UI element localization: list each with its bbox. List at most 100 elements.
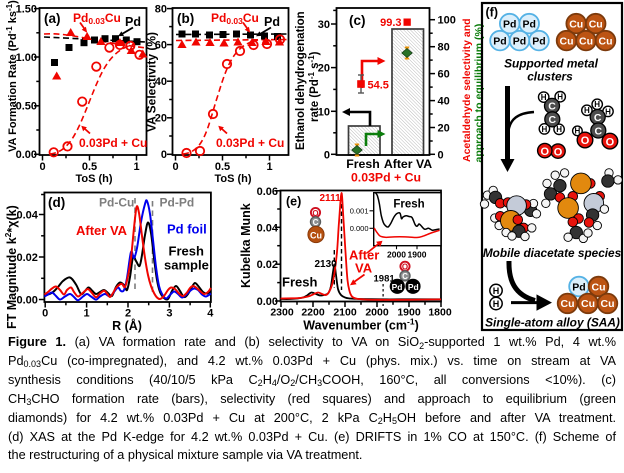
svg-text:Acetaldehyde selectivity and: Acetaldehyde selectivity and — [461, 18, 473, 162]
svg-text:2000: 2000 — [365, 307, 389, 319]
svg-text:1800: 1800 — [428, 307, 452, 319]
svg-text:Wavenumber (cm-1): Wavenumber (cm-1) — [303, 317, 418, 333]
svg-text:ToS (h): ToS (h) — [75, 173, 112, 185]
svg-text:0.02: 0.02 — [16, 252, 37, 264]
svg-text:1: 1 — [84, 308, 90, 320]
svg-text:0.5: 0.5 — [215, 161, 230, 173]
svg-text:Pd-Cu: Pd-Cu — [99, 196, 134, 210]
svg-text:Cu: Cu — [589, 18, 603, 30]
svg-text:20: 20 — [318, 63, 330, 75]
svg-text:Cu: Cu — [581, 298, 595, 310]
svg-text:20: 20 — [438, 123, 450, 135]
svg-text:C: C — [313, 218, 319, 227]
svg-text:0.00: 0.00 — [257, 296, 278, 308]
svg-text:0: 0 — [172, 161, 178, 173]
svg-text:Cu: Cu — [310, 230, 322, 240]
svg-text:Pd: Pd — [493, 35, 506, 47]
svg-text:Cu: Cu — [560, 35, 574, 47]
svg-text:Pd: Pd — [392, 282, 403, 292]
svg-text:2100: 2100 — [333, 307, 357, 319]
svg-text:(c): (c) — [349, 13, 366, 28]
svg-text:O: O — [581, 135, 590, 147]
svg-text:ToS (h): ToS (h) — [214, 173, 251, 185]
svg-text:O: O — [402, 263, 408, 272]
svg-text:0.02: 0.02 — [257, 259, 278, 271]
svg-text:3: 3 — [166, 308, 172, 320]
svg-text:C: C — [595, 125, 603, 137]
svg-text:Mobile diacetate species: Mobile diacetate species — [483, 246, 622, 260]
svg-text:1: 1 — [133, 161, 139, 173]
svg-text:Kubelka Munk: Kubelka Munk — [239, 203, 253, 288]
svg-text:(e): (e) — [286, 195, 301, 209]
svg-text:60: 60 — [155, 39, 167, 51]
svg-text:1.50: 1.50 — [16, 3, 37, 15]
svg-text:0: 0 — [39, 161, 45, 173]
svg-text:20: 20 — [155, 113, 167, 125]
svg-text:O: O — [312, 209, 318, 218]
svg-text:Pd: Pd — [532, 35, 545, 47]
svg-text:1981: 1981 — [374, 274, 396, 285]
svg-text:VA: VA — [355, 261, 373, 276]
svg-text:Pd-Pd: Pd-Pd — [160, 196, 195, 210]
svg-text:(f): (f) — [486, 6, 499, 20]
svg-text:H: H — [594, 100, 600, 109]
svg-text:clusters: clusters — [527, 70, 573, 84]
svg-text:After VA: After VA — [384, 157, 432, 171]
svg-text:H: H — [557, 93, 563, 102]
svg-text:H: H — [542, 125, 548, 134]
svg-text:VA Selectivity (%): VA Selectivity (%) — [145, 32, 159, 132]
svg-text:0.03Pd + Cu: 0.03Pd + Cu — [216, 136, 284, 150]
svg-text:(d): (d) — [48, 195, 65, 210]
svg-text:1900: 1900 — [408, 250, 427, 260]
svg-text:0.04: 0.04 — [257, 222, 279, 234]
svg-text:0: 0 — [438, 149, 444, 161]
svg-text:0.000: 0.000 — [350, 224, 369, 233]
svg-text:Ethanol dehydrogenation: Ethanol dehydrogenation — [295, 11, 307, 150]
svg-text:Fresh: Fresh — [346, 157, 380, 171]
svg-text:4: 4 — [207, 308, 214, 320]
svg-text:99.3: 99.3 — [380, 17, 401, 29]
svg-text:Fresh: Fresh — [393, 199, 424, 211]
svg-text:Pd: Pd — [503, 18, 516, 30]
svg-text:Cu: Cu — [579, 35, 593, 47]
svg-text:FT Magnitude k2*χ(k): FT Magnitude k2*χ(k) — [3, 205, 19, 329]
svg-text:80: 80 — [155, 3, 167, 15]
svg-text:Fresh: Fresh — [169, 244, 204, 259]
svg-text:H: H — [575, 127, 581, 136]
svg-text:C: C — [402, 272, 408, 281]
svg-text:40: 40 — [438, 96, 450, 108]
svg-text:H: H — [541, 93, 547, 102]
svg-text:Supported metal: Supported metal — [504, 57, 599, 71]
svg-text:Pd: Pd — [125, 15, 141, 29]
svg-text:1: 1 — [266, 161, 272, 173]
svg-text:0.03Pd + Cu: 0.03Pd + Cu — [351, 171, 421, 185]
svg-text:2200: 2200 — [301, 307, 325, 319]
svg-text:1900: 1900 — [397, 307, 421, 319]
svg-text:Single-atom alloy (SAA): Single-atom alloy (SAA) — [485, 316, 620, 330]
svg-text:(a): (a) — [44, 11, 61, 26]
svg-text:2300: 2300 — [270, 307, 294, 319]
svg-text:2130: 2130 — [315, 259, 338, 270]
svg-text:0.04: 0.04 — [16, 209, 38, 221]
svg-text:Cu: Cu — [601, 298, 615, 310]
svg-text:0: 0 — [161, 149, 167, 161]
svg-text:Cu: Cu — [561, 298, 575, 310]
svg-text:C: C — [594, 112, 602, 124]
svg-text:H: H — [605, 107, 611, 116]
svg-text:0.5: 0.5 — [82, 161, 97, 173]
svg-text:0: 0 — [324, 149, 330, 161]
svg-text:1.00: 1.00 — [16, 52, 37, 64]
svg-text:Cu: Cu — [592, 281, 606, 293]
svg-text:After VA: After VA — [76, 223, 128, 238]
svg-text:Pd: Pd — [264, 15, 280, 29]
svg-text:After: After — [349, 248, 379, 263]
svg-text:H: H — [493, 299, 500, 309]
svg-text:H: H — [556, 125, 562, 134]
svg-text:60: 60 — [438, 69, 450, 81]
svg-text:O: O — [541, 146, 550, 158]
svg-text:0.06: 0.06 — [257, 186, 278, 198]
svg-text:Cu: Cu — [599, 35, 613, 47]
svg-text:80: 80 — [438, 42, 450, 54]
svg-text:0.50: 0.50 — [16, 101, 37, 113]
svg-text:2: 2 — [125, 308, 131, 320]
